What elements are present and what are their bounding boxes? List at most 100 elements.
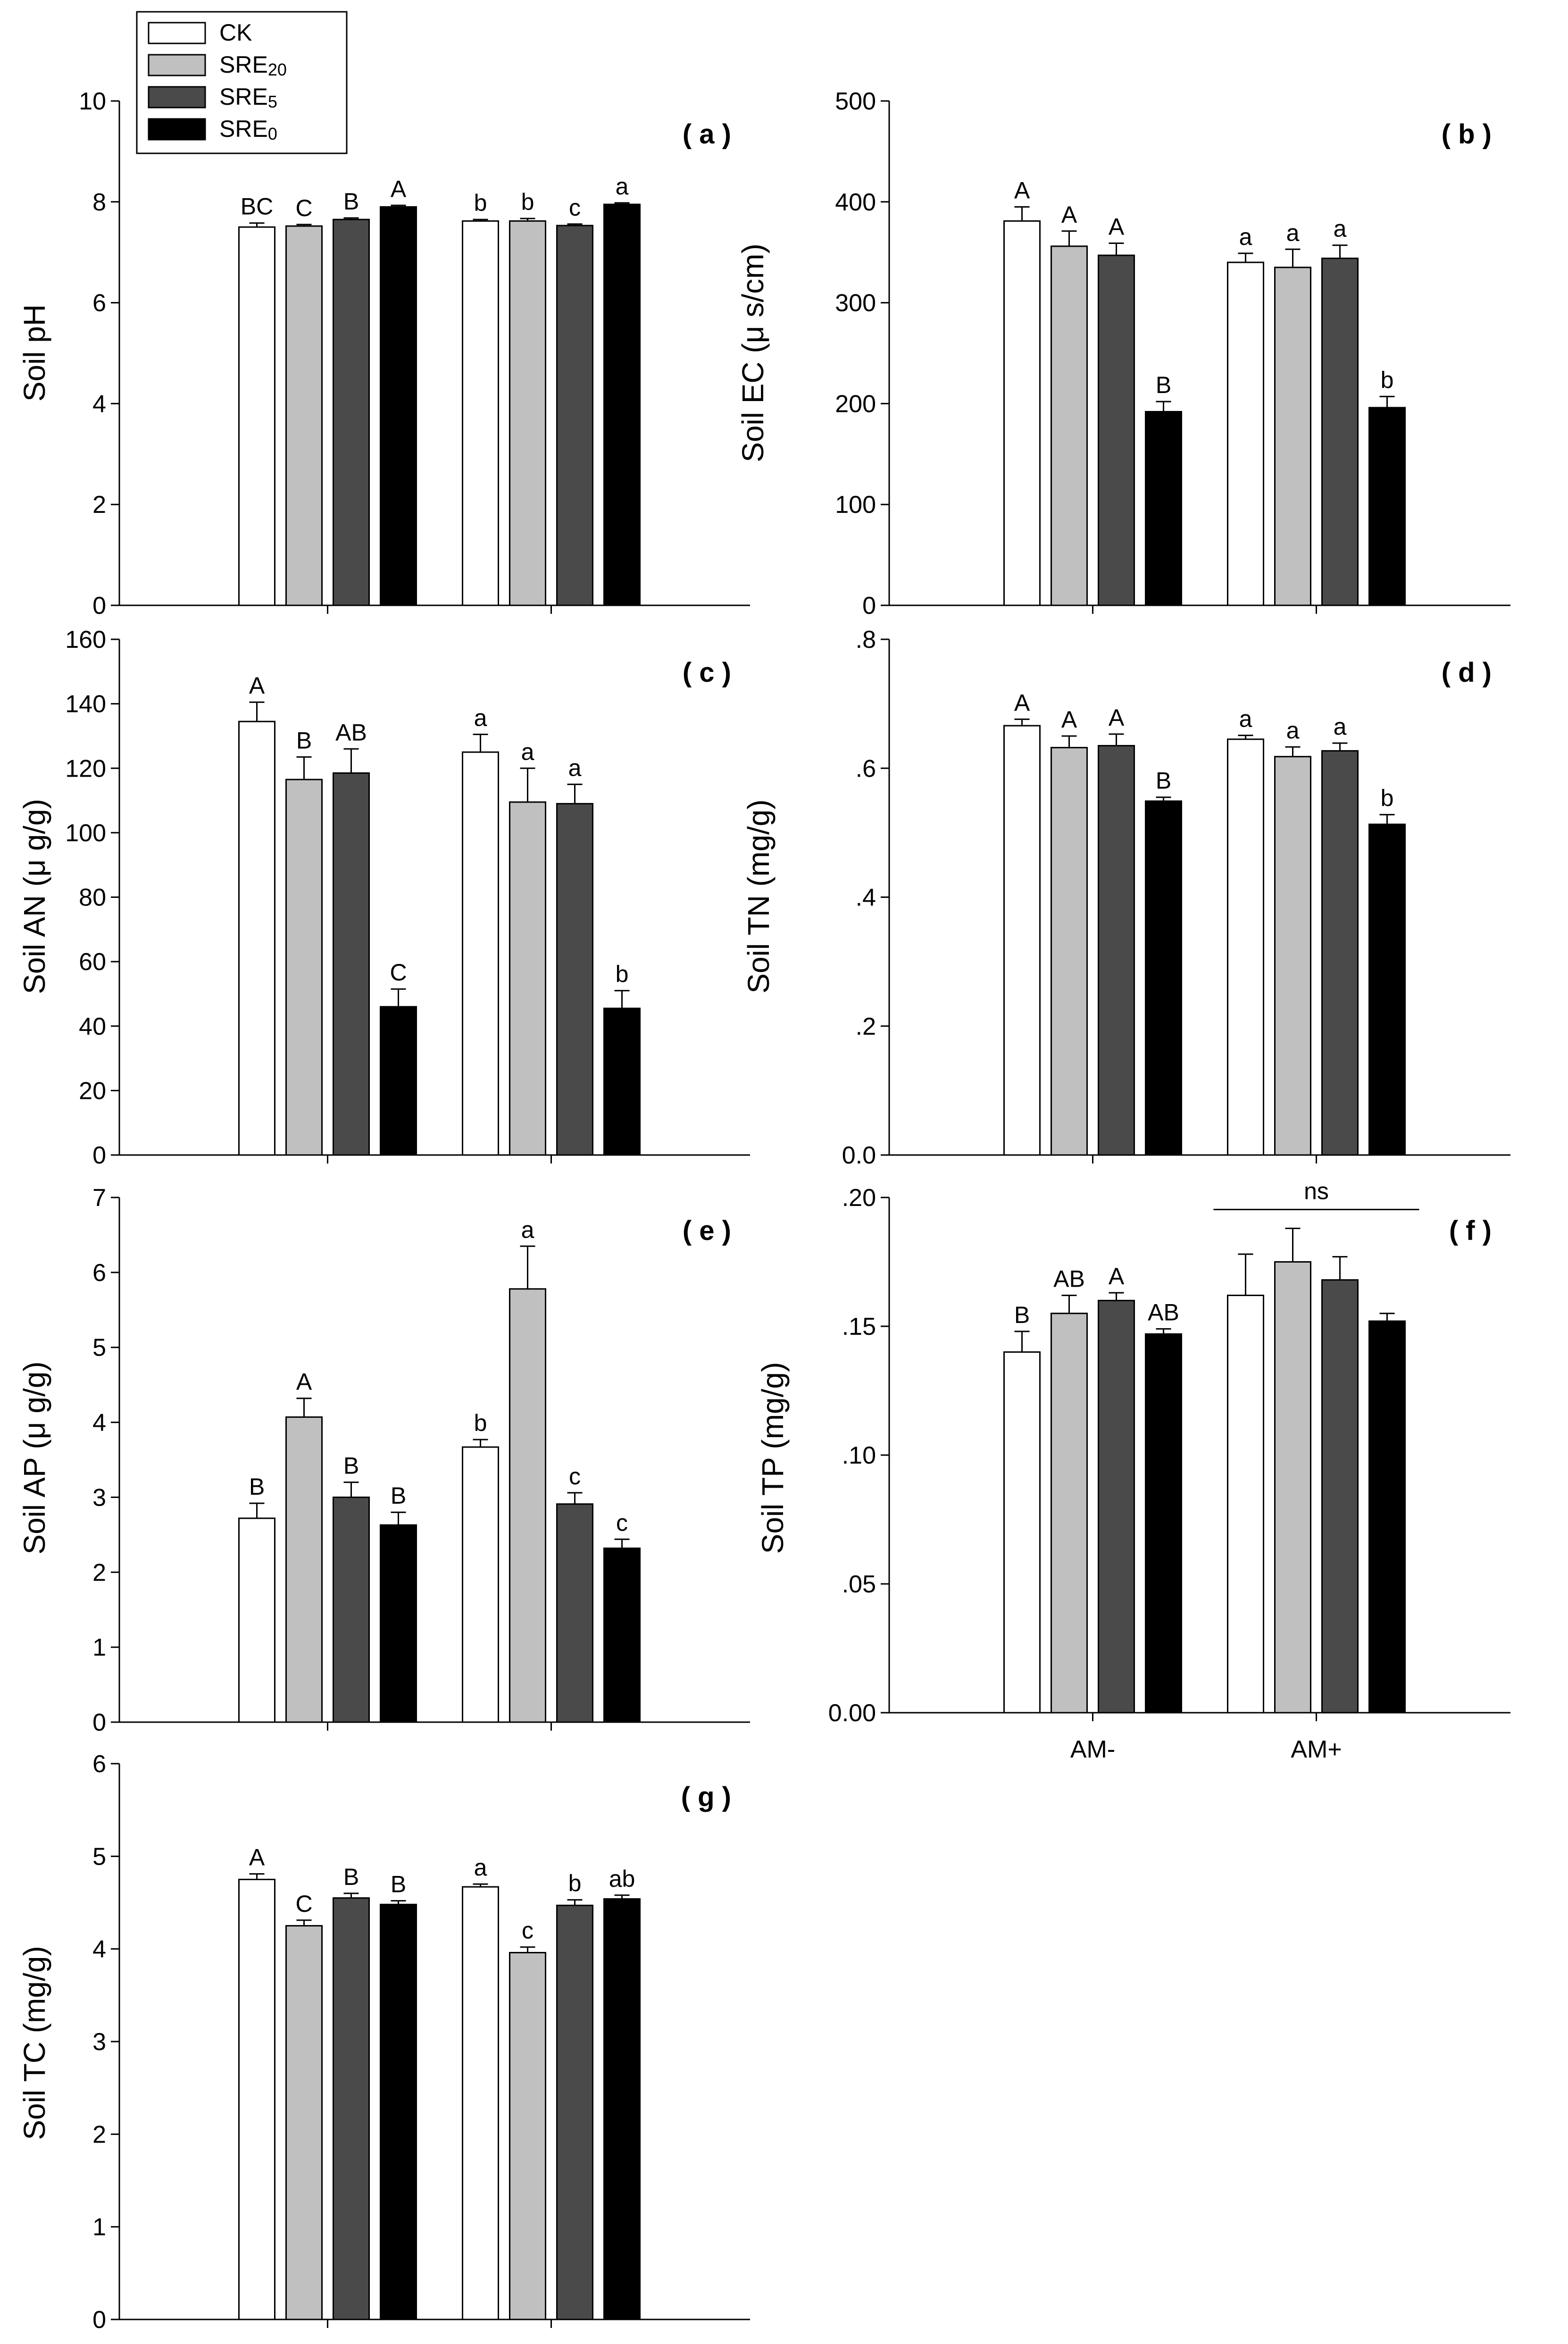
sig-letter: c bbox=[616, 1509, 628, 1536]
bar bbox=[380, 206, 417, 606]
y-tick-label: .8 bbox=[856, 626, 876, 653]
bar bbox=[333, 772, 370, 1156]
panel-label: ( c ) bbox=[683, 657, 731, 688]
legend-swatch bbox=[148, 118, 206, 141]
y-tick-label: 300 bbox=[835, 290, 876, 317]
sig-letter: B bbox=[391, 1482, 406, 1509]
y-tick-label: 2 bbox=[92, 2121, 106, 2148]
y-tick-label: 80 bbox=[79, 884, 106, 912]
bar bbox=[1368, 823, 1406, 1156]
sig-letter: AB bbox=[335, 719, 367, 745]
y-tick-label: 6 bbox=[92, 1750, 106, 1778]
y-tick-label: 160 bbox=[65, 626, 106, 653]
bar bbox=[1145, 800, 1182, 1156]
legend-swatch bbox=[148, 54, 206, 76]
y-tick-label: 10 bbox=[79, 88, 106, 115]
sig-letter: a bbox=[474, 705, 487, 731]
y-tick-label: 6 bbox=[92, 290, 106, 317]
y-tick-label: .2 bbox=[856, 1013, 876, 1040]
y-tick-label: 20 bbox=[79, 1077, 106, 1105]
bar bbox=[509, 220, 546, 606]
bar bbox=[509, 1952, 546, 2320]
y-tick-label: 0 bbox=[92, 1142, 106, 1169]
bar bbox=[603, 1547, 641, 1723]
sig-letter: b bbox=[521, 189, 534, 215]
bar bbox=[1274, 756, 1311, 1156]
panel-label: ( a ) bbox=[683, 119, 731, 150]
sig-letter: B bbox=[1156, 768, 1171, 794]
bar bbox=[1051, 747, 1088, 1156]
sig-letter: b bbox=[1381, 785, 1394, 812]
bar bbox=[1321, 1279, 1359, 1714]
sig-letter: a bbox=[1286, 717, 1300, 744]
x-category-label: AM- bbox=[305, 2343, 350, 2344]
sig-letter: B bbox=[391, 1871, 406, 1898]
y-tick-label: 0 bbox=[862, 592, 876, 619]
y-tick-label: 1 bbox=[92, 1634, 106, 1661]
panel-label: ( b ) bbox=[1442, 119, 1492, 150]
y-axis-label: Soil AN (μ g/g) bbox=[17, 799, 51, 994]
bar bbox=[1051, 1313, 1088, 1714]
y-tick-label: .20 bbox=[842, 1184, 876, 1212]
legend-label-subscript: 20 bbox=[268, 60, 287, 79]
bar bbox=[1098, 1299, 1135, 1714]
sig-letter: A bbox=[1061, 706, 1077, 733]
bar bbox=[603, 1007, 641, 1156]
bar bbox=[556, 1904, 593, 2320]
sig-letter: c bbox=[569, 1463, 581, 1490]
bar bbox=[1098, 254, 1135, 606]
sig-letter: AB bbox=[1148, 1299, 1179, 1325]
legend-label: SRE20 bbox=[219, 51, 287, 79]
sig-letter: A bbox=[391, 176, 407, 202]
sig-letter: A bbox=[249, 1844, 265, 1871]
y-tick-label: .4 bbox=[856, 884, 876, 912]
bar bbox=[1227, 261, 1264, 606]
legend-swatch bbox=[148, 86, 206, 109]
bar bbox=[380, 1524, 417, 1723]
bar bbox=[603, 203, 641, 606]
y-axis-label: Soil AP (μ g/g) bbox=[17, 1361, 51, 1554]
y-tick-label: .10 bbox=[842, 1442, 876, 1469]
sig-letter: a bbox=[521, 1216, 534, 1243]
bar bbox=[238, 1517, 275, 1723]
bar bbox=[1145, 411, 1182, 606]
y-tick-label: 0.00 bbox=[828, 1699, 876, 1727]
sig-letter: b bbox=[1381, 367, 1394, 393]
sig-letter: b bbox=[616, 961, 629, 988]
y-tick-label: .15 bbox=[842, 1313, 876, 1340]
ns-label: ns bbox=[1304, 1178, 1329, 1205]
bar bbox=[462, 1446, 499, 1723]
y-axis-label: Soil TN (mg/g) bbox=[742, 799, 776, 993]
bar bbox=[1274, 267, 1311, 606]
y-tick-label: 200 bbox=[835, 390, 876, 418]
bar bbox=[333, 1496, 370, 1723]
legend-label: CK bbox=[219, 19, 252, 46]
y-tick-label: 0.0 bbox=[842, 1142, 876, 1169]
y-tick-label: 4 bbox=[92, 1409, 106, 1437]
sig-letter: c bbox=[569, 194, 581, 221]
sig-letter: a bbox=[1286, 219, 1300, 246]
sig-letter: B bbox=[1156, 372, 1171, 398]
bar bbox=[1003, 220, 1041, 606]
y-tick-label: 5 bbox=[92, 1334, 106, 1362]
sig-letter: B bbox=[343, 1864, 359, 1890]
sig-letter: ab bbox=[609, 1866, 635, 1892]
y-tick-label: 0 bbox=[92, 1709, 106, 1736]
sig-letter: b bbox=[474, 1410, 487, 1436]
bar bbox=[380, 1903, 417, 2320]
y-tick-label: 4 bbox=[92, 1936, 106, 1963]
legend-label: SRE5 bbox=[219, 84, 277, 111]
bar bbox=[1227, 1294, 1264, 1714]
sig-letter: B bbox=[296, 727, 312, 753]
bar bbox=[1003, 1351, 1041, 1714]
bar bbox=[1051, 245, 1088, 606]
bar bbox=[238, 1878, 275, 2320]
bar bbox=[1274, 1261, 1311, 1714]
bar bbox=[1227, 738, 1264, 1156]
y-tick-label: 400 bbox=[835, 189, 876, 216]
sig-letter: a bbox=[1334, 713, 1347, 740]
y-tick-label: 140 bbox=[65, 691, 106, 718]
bar bbox=[1145, 1333, 1182, 1714]
bar bbox=[285, 1416, 323, 1723]
